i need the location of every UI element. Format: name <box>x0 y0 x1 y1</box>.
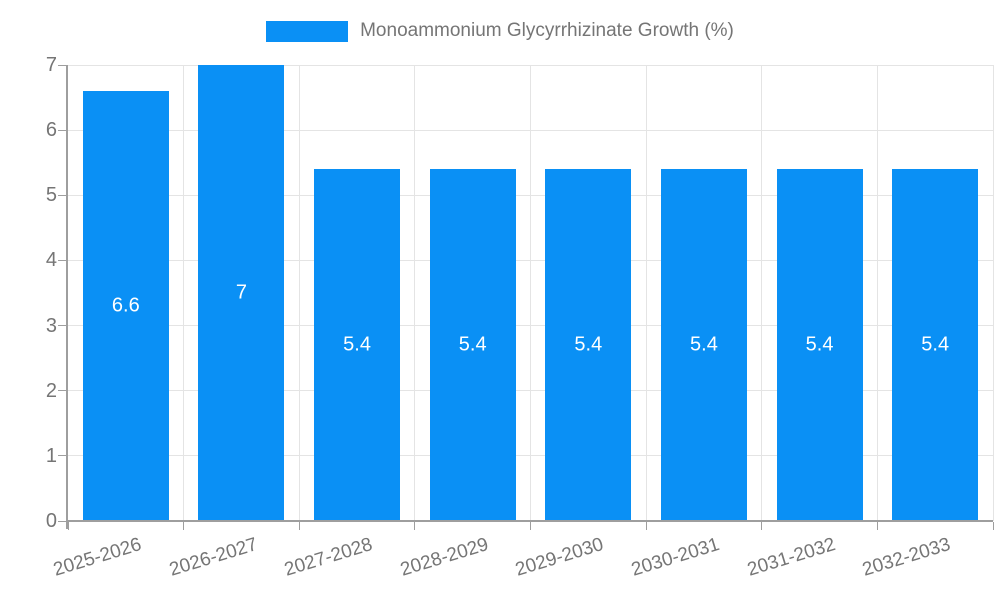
gridline-vertical <box>183 65 185 521</box>
y-axis-tick-label: 0 <box>45 510 57 532</box>
x-axis-tick <box>876 522 878 530</box>
x-axis-category-label: 2031-2032 <box>744 534 838 581</box>
y-axis-tick-label: 5 <box>45 184 57 207</box>
y-axis-tick <box>58 455 66 457</box>
x-axis-category-label: 2025-2026 <box>50 534 144 581</box>
x-axis-category-label: 2029-2030 <box>513 534 607 581</box>
bar-value-label: 5.4 <box>343 333 371 356</box>
bar-2029-2030[interactable] <box>545 169 632 521</box>
gridline-vertical <box>530 65 531 521</box>
x-axis-category-label: 2028-2029 <box>397 534 491 581</box>
y-axis-tick <box>58 259 66 261</box>
x-axis-tick <box>414 522 416 530</box>
y-axis-tick-label: 3 <box>45 314 57 337</box>
x-axis-tick <box>530 522 531 530</box>
y-axis-tick-label: 6 <box>45 119 57 142</box>
y-axis-tick <box>58 194 66 196</box>
bar-value-label: 7 <box>235 281 247 304</box>
legend-swatch-icon <box>266 20 349 42</box>
bar-value-label: 5.4 <box>458 333 487 356</box>
bar-value-label: 5.4 <box>574 333 603 356</box>
bar-2032-2033[interactable] <box>892 169 979 521</box>
x-axis-tick <box>67 522 69 530</box>
y-axis-tick <box>58 520 66 522</box>
y-axis-tick-label: 4 <box>45 249 57 272</box>
gridline-vertical <box>992 65 994 521</box>
gridline-vertical <box>876 65 878 521</box>
bar-2030-2031[interactable] <box>660 169 747 521</box>
x-axis-tick <box>992 522 994 530</box>
x-axis-tick <box>761 522 763 530</box>
bar-value-label: 5.4 <box>921 333 950 356</box>
bar-2025-2026[interactable] <box>82 91 169 521</box>
x-axis-line <box>68 520 993 522</box>
y-axis-tick-label: 1 <box>45 444 57 467</box>
bar-2027-2028[interactable] <box>314 169 401 521</box>
x-axis-category-label: 2027-2028 <box>282 534 376 581</box>
x-axis-tick <box>645 522 647 530</box>
bar-2028-2029[interactable] <box>429 169 516 521</box>
x-axis-tick <box>183 522 185 530</box>
legend[interactable]: Monoammonium Glycyrrhizinate Growth (%) <box>0 20 1000 42</box>
x-axis-category-label: 2030-2031 <box>629 534 723 581</box>
y-axis-tick <box>58 390 66 392</box>
x-axis-tick <box>298 522 300 530</box>
y-axis-tick-label: 2 <box>45 379 57 402</box>
y-axis-tick <box>58 129 66 131</box>
plot-area: 6.6 7 5.4 5.4 5.4 5.4 5.4 5.4 <box>68 64 994 521</box>
gridline-vertical <box>298 65 300 521</box>
bar-2026-2027[interactable] <box>198 65 285 521</box>
bar-value-label: 5.4 <box>690 333 718 356</box>
x-axis-category-label: 2026-2027 <box>166 534 260 581</box>
gridline-vertical <box>414 65 416 521</box>
bar-2031-2032[interactable] <box>776 169 863 521</box>
y-axis-tick <box>58 64 66 66</box>
bar-value-label: 6.6 <box>111 294 140 317</box>
y-axis-tick <box>58 325 66 327</box>
y-axis-line <box>66 65 68 529</box>
gridline-vertical <box>761 65 763 521</box>
x-axis-category-label: 2032-2033 <box>860 534 954 581</box>
gridline-vertical <box>645 65 647 521</box>
legend-label: Monoammonium Glycyrrhizinate Growth (%) <box>360 20 734 41</box>
y-axis-tick-label: 7 <box>45 54 57 76</box>
bar-value-label: 5.4 <box>805 333 834 356</box>
